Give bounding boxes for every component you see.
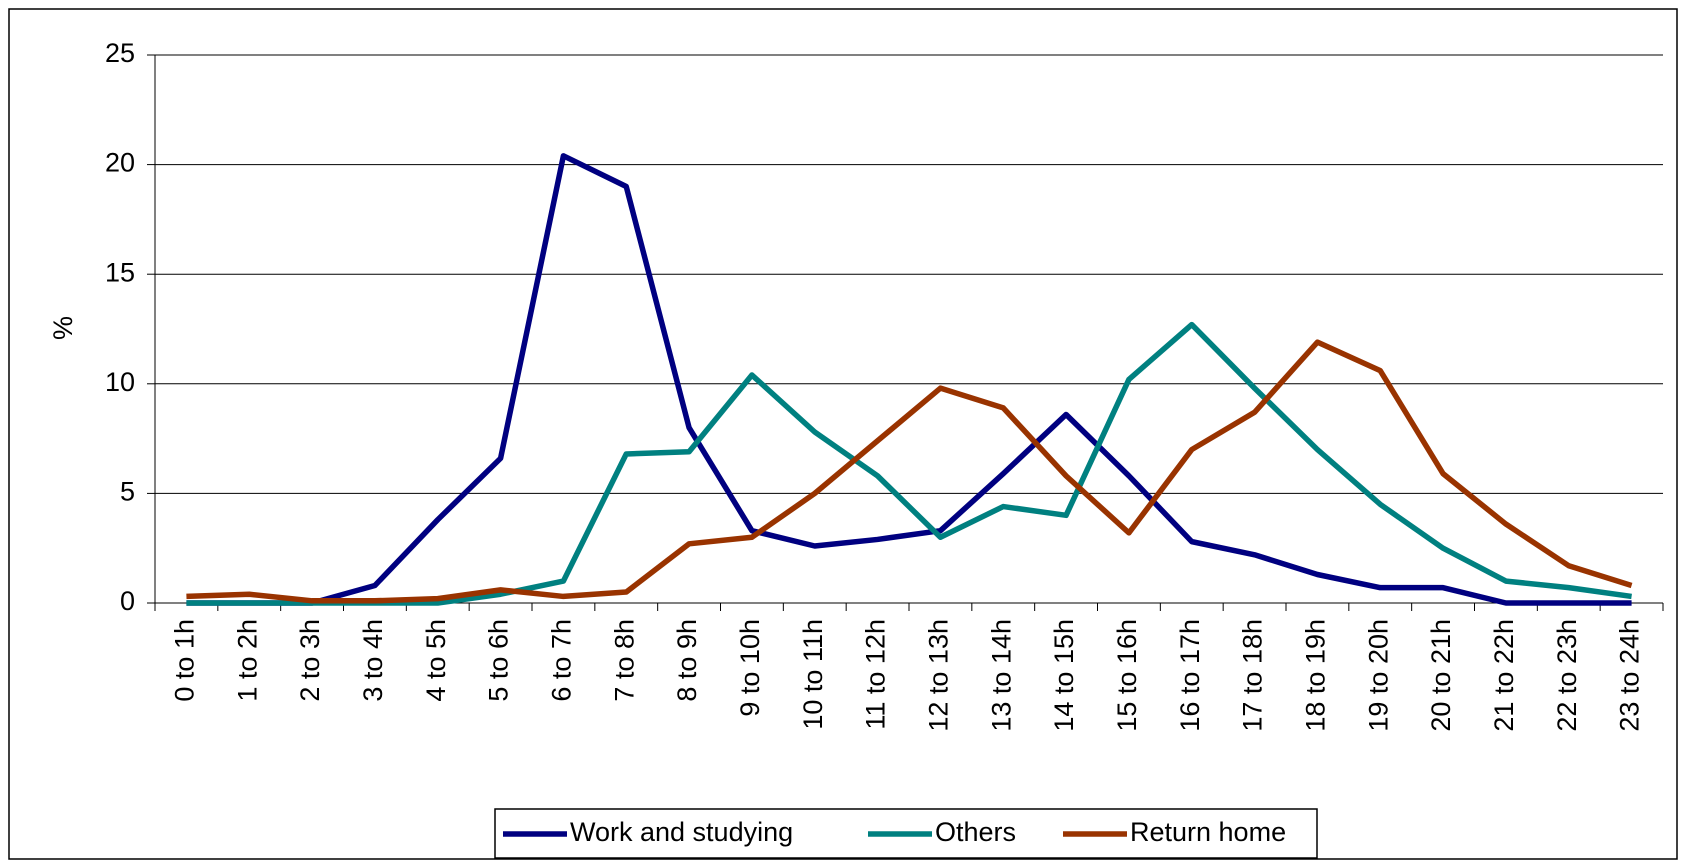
y-tick-label: 0 xyxy=(120,586,135,616)
x-tick-label: 20 to 21h xyxy=(1426,619,1456,732)
y-axis-label: % xyxy=(48,316,78,340)
line-series xyxy=(186,321,1632,606)
x-tick-label: 12 to 13h xyxy=(924,619,954,732)
x-tick-label: 6 to 7h xyxy=(547,619,577,702)
x-tick-label: 9 to 10h xyxy=(735,619,765,717)
x-tick-label: 7 to 8h xyxy=(609,619,639,702)
x-tick-label: 3 to 4h xyxy=(358,619,388,702)
x-tick-label: 21 to 22h xyxy=(1489,619,1519,732)
legend-label: Others xyxy=(935,817,1016,847)
x-tick-label: 2 to 3h xyxy=(295,619,325,702)
x-tick-label: 17 to 18h xyxy=(1238,619,1268,732)
x-tick-label: 11 to 12h xyxy=(861,619,891,730)
x-tick-label: 13 to 14h xyxy=(986,619,1016,732)
line-series xyxy=(186,153,1632,606)
x-tick-label: 22 to 23h xyxy=(1552,619,1582,732)
x-tick-label: 18 to 19h xyxy=(1301,619,1331,732)
x-tick-label: 10 to 11h xyxy=(798,619,828,730)
y-tick-label: 10 xyxy=(105,367,135,397)
chart-border xyxy=(8,8,1678,860)
x-tick-label: 8 to 9h xyxy=(672,619,702,702)
x-tick-label: 0 to 1h xyxy=(170,619,200,702)
line-series xyxy=(186,339,1633,604)
x-tick-label: 16 to 17h xyxy=(1175,619,1205,732)
x-tick-label: 23 to 24h xyxy=(1615,619,1645,732)
legend-label: Work and studying xyxy=(570,817,793,847)
x-tick-label: 1 to 2h xyxy=(232,619,262,702)
y-tick-label: 20 xyxy=(105,148,135,178)
x-tick-label: 4 to 5h xyxy=(421,619,451,702)
y-tick-label: 15 xyxy=(105,257,135,287)
legend-label: Return home xyxy=(1130,817,1286,847)
y-tick-label: 25 xyxy=(105,38,135,68)
x-tick-label: 15 to 16h xyxy=(1112,619,1142,732)
y-tick-label: 5 xyxy=(120,477,135,507)
x-tick-label: 5 to 6h xyxy=(484,619,514,702)
x-tick-label: 14 to 15h xyxy=(1049,619,1079,732)
x-tick-label: 19 to 20h xyxy=(1363,619,1393,732)
